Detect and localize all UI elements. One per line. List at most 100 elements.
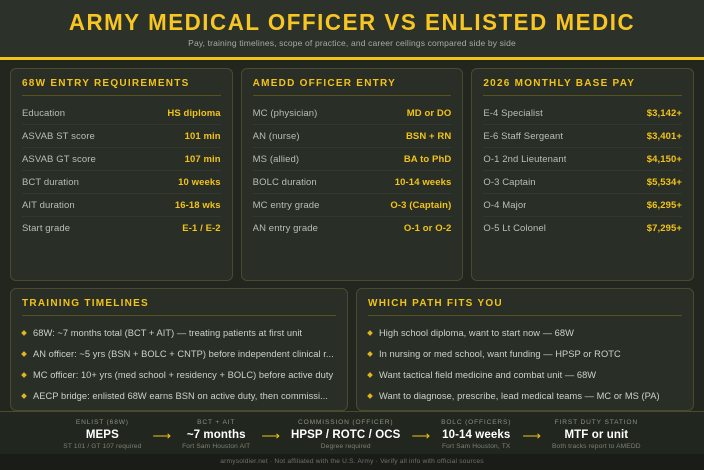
stat-label: AN entry grade <box>252 222 318 234</box>
timeline-step-subtitle: ST 101 / GT 107 required <box>63 443 142 450</box>
table-row: AN (nurse) BSN + RN <box>252 125 452 148</box>
diamond-bullet-icon <box>21 393 27 399</box>
stat-list: MC (physician) MD or DO AN (nurse) BSN +… <box>252 102 452 239</box>
diamond-bullet-icon <box>367 372 373 378</box>
list-item-text: AN officer: ~5 yrs (BSN + BOLC + CNTP) b… <box>33 348 334 359</box>
stat-label: O-1 2nd Lieutenant <box>483 153 567 165</box>
stat-label: ASVAB GT score <box>22 153 96 165</box>
stat-value: $3,401+ <box>646 130 683 142</box>
stat-value: MD or DO <box>406 107 452 119</box>
arrow-right-icon: ⟶ <box>411 428 431 443</box>
stat-value: $7,295+ <box>646 222 683 234</box>
stat-value: $5,534+ <box>646 176 683 188</box>
stat-value: 10-14 weeks <box>394 176 452 188</box>
table-row: Education HS diploma <box>22 102 221 125</box>
table-row: MC entry grade O-3 (Captain) <box>252 194 452 217</box>
table-row: AN entry grade O-1 or O-2 <box>253 217 452 239</box>
list-item: Want tactical field medicine and combat … <box>367 364 682 385</box>
card-training-timelines: TRAINING TIMELINES 68W: ~7 months total … <box>10 288 348 411</box>
table-row: MC (physician) MD or DO <box>252 102 452 125</box>
stat-label: ASVAB ST score <box>22 130 95 142</box>
card-title: 2026 MONTHLY BASE PAY <box>483 78 683 96</box>
table-row: Start grade E-1 / E-2 <box>22 217 221 239</box>
diamond-bullet-icon <box>21 329 27 336</box>
stat-cards-row: 68W ENTRY REQUIREMENTS Education HS dipl… <box>10 68 695 281</box>
timeline-step-enlist: ENLIST (68W) MEPS ST 101 / GT 107 requir… <box>59 419 145 450</box>
stat-label: O-3 Captain <box>483 176 536 188</box>
stat-label: BCT duration <box>22 176 79 188</box>
diamond-bullet-icon <box>367 393 373 399</box>
stat-label: MS (allied) <box>252 153 300 165</box>
stat-value: 10 weeks <box>178 176 221 188</box>
stat-value: $3,142+ <box>646 107 683 119</box>
stat-label: BOLC duration <box>252 176 317 188</box>
timeline-step-kicker: ENLIST (68W) <box>75 419 129 426</box>
card-title: TRAINING TIMELINES <box>22 298 336 316</box>
table-row: O-3 Captain $5,534+ <box>483 171 683 194</box>
timeline-step-title: MTF or unit <box>564 428 629 441</box>
list-item-text: High school diploma, want to start now —… <box>379 327 574 338</box>
list-item: MS officer (PA path): ~6 yrs (PA school … <box>22 407 336 410</box>
stat-list: Education HS diploma ASVAB ST score 101 … <box>22 102 221 239</box>
timeline-step-commission: COMMISSION (OFFICER) HPSP / ROTC / OCS D… <box>287 419 404 450</box>
diamond-bullet-icon <box>367 350 373 357</box>
timeline-step-title: 10-14 weeks <box>442 428 511 441</box>
timeline-step-subtitle: Both tracks report to AMEDD <box>551 443 641 450</box>
card-title: AMEDD OFFICER ENTRY <box>252 78 452 96</box>
list-item-text: MC officer: 10+ yrs (med school + reside… <box>33 369 334 380</box>
stat-value: HS diploma <box>167 107 221 119</box>
list-item: MC officer: 10+ yrs (med school + reside… <box>21 364 336 385</box>
list-cards-row: TRAINING TIMELINES 68W: ~7 months total … <box>10 288 694 411</box>
diamond-bullet-icon <box>367 329 373 336</box>
stat-value: 16-18 wks <box>174 199 221 211</box>
timeline-step-first-duty-station: FIRST DUTY STATION MTF or unit Both trac… <box>548 419 645 450</box>
stat-label: O-4 Major <box>483 199 527 211</box>
table-row: O-1 2nd Lieutenant $4,150+ <box>483 148 683 171</box>
card-title: WHICH PATH FITS YOU <box>368 298 682 316</box>
timeline-step-subtitle: Fort Sam Houston AIT <box>182 443 251 450</box>
list-item-text: 68W: ~7 months total (BCT + AIT) — treat… <box>33 327 303 338</box>
list-item: AN officer: ~5 yrs (BSN + BOLC + CNTP) b… <box>21 343 336 364</box>
diamond-bullet-icon <box>21 372 27 378</box>
table-row: AIT duration 16-18 wks <box>22 194 221 217</box>
timeline-step-kicker: BCT + AIT <box>197 419 236 426</box>
list-item: AECP bridge: enlisted 68W earns BSN on a… <box>21 386 336 407</box>
timeline-step-kicker: FIRST DUTY STATION <box>554 419 638 426</box>
footer-disclaimer: armysoldier.net · Not affiliated with th… <box>0 454 704 470</box>
table-row: BOLC duration 10-14 weeks <box>252 171 452 194</box>
content-area: 68W ENTRY REQUIREMENTS Education HS dipl… <box>0 60 704 411</box>
list-item: 68W: ~7 months total (BCT + AIT) — treat… <box>21 322 336 343</box>
stat-value: E-1 / E-2 <box>182 222 221 234</box>
card-which-path-fits-you: WHICH PATH FITS YOU High school diploma,… <box>356 288 694 411</box>
stat-value: O-1 or O-2 <box>403 222 452 234</box>
list-item: In nursing or med school, want funding —… <box>367 343 682 364</box>
stat-label: Start grade <box>22 222 71 234</box>
list-item: Want to use military training as a launc… <box>368 407 682 410</box>
stat-label: MC (physician) <box>252 107 318 119</box>
list-item-text: AECP bridge: enlisted 68W earns BSN on a… <box>33 391 329 402</box>
timeline-step-bct-ait: BCT + AIT ~7 months Fort Sam Houston AIT <box>178 419 254 450</box>
page-header: ARMY MEDICAL OFFICER VS ENLISTED MEDIC P… <box>0 0 704 60</box>
table-row: MS (allied) BA to PhD <box>252 148 452 171</box>
timeline-step-title: MEPS <box>85 428 119 441</box>
timeline-step-title: ~7 months <box>186 428 246 441</box>
card-2026-monthly-base-pay: 2026 MONTHLY BASE PAY E-4 Specialist $3,… <box>471 68 695 281</box>
diamond-bullet-icon <box>21 350 27 357</box>
stat-value: 101 min <box>184 130 221 142</box>
stat-value: $6,295+ <box>646 199 683 211</box>
timeline-step-subtitle: Fort Sam Houston, TX <box>441 443 511 450</box>
card-amedd-officer-entry: AMEDD OFFICER ENTRY MC (physician) MD or… <box>240 68 464 281</box>
stat-label: E-4 Specialist <box>483 107 543 119</box>
list-item: High school diploma, want to start now —… <box>367 322 682 343</box>
timeline-step-bolc: BOLC (OFFICERS) 10-14 weeks Fort Sam Hou… <box>437 419 515 450</box>
stat-value: 107 min <box>184 153 221 165</box>
stat-label: O-5 Lt Colonel <box>483 222 546 234</box>
list-item-text: Want tactical field medicine and combat … <box>379 369 597 380</box>
list-item-text: In nursing or med school, want funding —… <box>379 348 621 359</box>
career-path-timeline: ENLIST (68W) MEPS ST 101 / GT 107 requir… <box>0 411 704 454</box>
timeline-step-title: HPSP / ROTC / OCS <box>290 428 401 441</box>
table-row: O-5 Lt Colonel $7,295+ <box>483 217 682 239</box>
timeline-step-kicker: BOLC (OFFICERS) <box>441 419 512 426</box>
arrow-right-icon: ⟶ <box>261 428 280 443</box>
